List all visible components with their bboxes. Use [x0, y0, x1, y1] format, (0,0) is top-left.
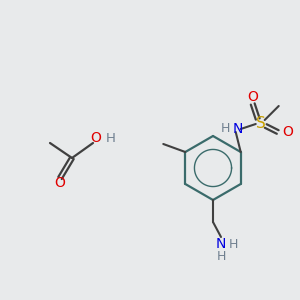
Text: O: O — [282, 125, 293, 139]
Text: H: H — [106, 131, 116, 145]
Text: O: O — [55, 176, 65, 190]
Text: N: N — [232, 122, 243, 136]
Text: H: H — [228, 238, 238, 250]
Text: H: H — [216, 250, 226, 262]
Text: O: O — [247, 90, 258, 104]
Text: O: O — [91, 131, 101, 145]
Text: N: N — [216, 237, 226, 251]
Text: S: S — [256, 116, 266, 131]
Text: H: H — [221, 122, 230, 136]
